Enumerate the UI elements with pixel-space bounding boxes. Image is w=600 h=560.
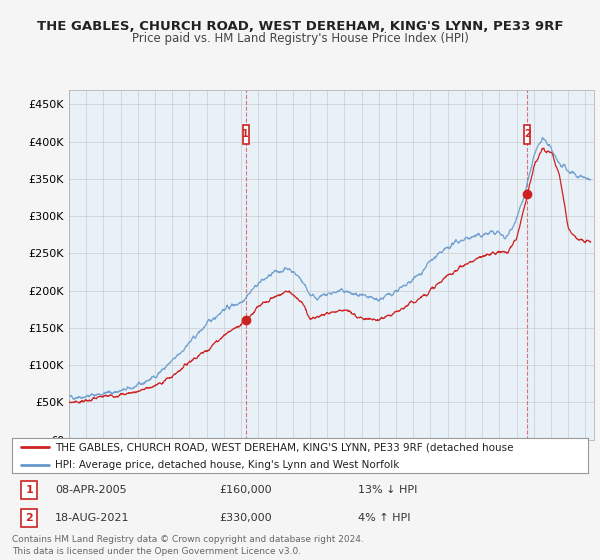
- Text: Price paid vs. HM Land Registry's House Price Index (HPI): Price paid vs. HM Land Registry's House …: [131, 32, 469, 45]
- Text: 13% ↓ HPI: 13% ↓ HPI: [358, 485, 417, 495]
- Text: HPI: Average price, detached house, King's Lynn and West Norfolk: HPI: Average price, detached house, King…: [55, 460, 400, 469]
- Text: 4% ↑ HPI: 4% ↑ HPI: [358, 513, 410, 523]
- Text: THE GABLES, CHURCH ROAD, WEST DEREHAM, KING'S LYNN, PE33 9RF (detached house: THE GABLES, CHURCH ROAD, WEST DEREHAM, K…: [55, 442, 514, 452]
- Text: £160,000: £160,000: [220, 485, 272, 495]
- Text: 2: 2: [524, 129, 531, 139]
- Text: THE GABLES, CHURCH ROAD, WEST DEREHAM, KING'S LYNN, PE33 9RF: THE GABLES, CHURCH ROAD, WEST DEREHAM, K…: [37, 20, 563, 32]
- Text: £330,000: £330,000: [220, 513, 272, 523]
- FancyBboxPatch shape: [21, 480, 37, 500]
- Text: 1: 1: [242, 129, 249, 139]
- Text: 18-AUG-2021: 18-AUG-2021: [55, 513, 130, 523]
- FancyBboxPatch shape: [524, 125, 530, 143]
- Text: 2: 2: [25, 513, 33, 523]
- FancyBboxPatch shape: [21, 508, 37, 528]
- FancyBboxPatch shape: [243, 125, 249, 143]
- Text: 1: 1: [25, 485, 33, 495]
- Text: Contains HM Land Registry data © Crown copyright and database right 2024.
This d: Contains HM Land Registry data © Crown c…: [12, 535, 364, 556]
- Text: 08-APR-2005: 08-APR-2005: [55, 485, 127, 495]
